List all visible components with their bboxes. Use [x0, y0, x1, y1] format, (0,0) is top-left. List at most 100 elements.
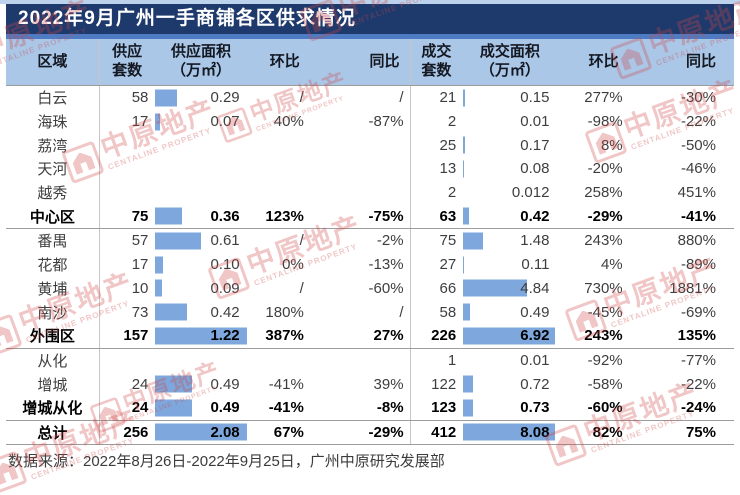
row-label: 番禺	[37, 233, 68, 251]
table-cell: 2.08	[154, 420, 248, 446]
table-row: 荔湾 25 0.17 8% -50%	[6, 133, 734, 158]
table-cell: 58	[98, 85, 155, 110]
table-cell: 157	[98, 323, 155, 349]
table-cell: 13	[409, 157, 463, 181]
table-cell: /	[299, 279, 304, 297]
table-cell: 0.72	[462, 372, 557, 396]
table-cell: 0.01	[462, 348, 557, 372]
table-cell: -41%	[247, 395, 310, 421]
table-cell: 1.22	[154, 323, 248, 349]
table-cell: 387%	[247, 323, 310, 349]
table-cell: -87%	[368, 113, 404, 131]
transaction-area-bar	[463, 160, 465, 178]
table-cell: 2	[409, 109, 463, 134]
table-cell: -24%	[628, 395, 734, 421]
supply-area-bar	[155, 113, 161, 131]
table-cell: 1881%	[669, 279, 716, 297]
table-cell	[98, 180, 155, 205]
table-cell	[310, 348, 410, 372]
supply-demand-table: 区域 供应 套数 供应面积 （万㎡） 环比 同比 成交 套数 成交面积 （万㎡） 环比 同比 白…	[6, 39, 734, 446]
table-cell: 243%	[557, 323, 629, 349]
table-cell: 63	[409, 204, 463, 230]
supply-area-bar	[155, 423, 248, 441]
table-cell: 0.17	[462, 133, 557, 157]
table-cell	[310, 181, 410, 205]
column-header: 供应面积 （万㎡）	[154, 39, 248, 86]
table-cell: -45%	[587, 303, 623, 321]
table-cell: -29%	[557, 204, 629, 230]
table-cell: -58%	[587, 375, 623, 393]
area-value: 0.73	[520, 399, 550, 417]
table-cell: -41%	[268, 375, 304, 393]
table-cell: 135%	[628, 323, 734, 349]
table-cell: 10	[98, 276, 155, 301]
table-cell: -41%	[628, 204, 734, 230]
table-cell: 67%	[247, 420, 310, 446]
table-cell: 58	[409, 300, 463, 324]
table-cell: 75	[409, 228, 463, 253]
table-cell	[154, 348, 247, 372]
table-cell: 122	[409, 372, 463, 396]
table-row: 黄埔 10 0.09 / -60% 66 4.84 730% 1881%	[6, 276, 734, 301]
supply-area-bar	[155, 399, 193, 417]
table-cell: -60%	[557, 395, 629, 421]
table-cell: -29%	[309, 420, 411, 446]
table-cell: /	[299, 232, 304, 250]
table-body: 白云 58 0.29//21 0.15 277% -30% 海珠 17 0.07 40% -87% 2…	[6, 85, 734, 446]
table-cell: -8%	[309, 395, 411, 421]
area-value: 0.42	[210, 303, 240, 321]
table-cell	[310, 157, 410, 181]
table-cell: 451%	[677, 184, 716, 202]
area-value: 0.01	[520, 113, 550, 131]
table-cell: 880%	[677, 232, 716, 250]
table-cell: -98%	[587, 113, 623, 131]
row-label: 中心区	[6, 204, 100, 230]
table-cell: 0.11	[462, 253, 557, 277]
column-header: 同比	[628, 39, 734, 86]
column-header: 成交面积 （万㎡）	[462, 39, 558, 86]
table-cell: 17	[98, 109, 155, 134]
table-cell: 1.48	[462, 229, 557, 253]
column-header: 环比	[247, 39, 310, 86]
table-cell: 0.49	[154, 395, 248, 421]
table-cell	[154, 181, 247, 205]
area-value: 0.012	[511, 184, 550, 202]
table-cell: 256	[98, 420, 155, 446]
area-value: 0.36	[210, 207, 240, 225]
accent-strip	[6, 34, 734, 39]
area-value: 2.08	[210, 423, 240, 441]
table-cell	[310, 133, 410, 157]
table-cell: 0.01	[462, 110, 557, 134]
table-cell: 0.15	[462, 86, 557, 110]
area-value: 0.15	[520, 89, 550, 107]
area-value: 8.08	[520, 423, 550, 441]
table-cell: 4%	[600, 256, 623, 274]
table-cell: 75	[98, 204, 155, 230]
area-value: 0.42	[520, 207, 550, 225]
area-value: 0.01	[520, 351, 550, 369]
source-note: 数据来源：2022年8月26日-2022年9月25日，广州中原研究发展部	[8, 453, 445, 471]
supply-area-bar	[155, 375, 193, 393]
table-cell: 82%	[557, 420, 629, 446]
area-value: 4.84	[520, 279, 550, 297]
table-cell: -22%	[680, 375, 716, 393]
table-cell: 27	[409, 252, 463, 277]
transaction-area-bar	[463, 375, 474, 393]
table-cell: -50%	[680, 136, 716, 154]
transaction-area-bar	[463, 399, 474, 417]
table-row: 海珠 17 0.07 40% -87% 2 0.01 -98% -22%	[6, 109, 734, 134]
table-row: 从化 1 0.01 -92% -77%	[6, 348, 734, 373]
table-cell	[154, 157, 247, 181]
table-cell: /	[299, 89, 304, 107]
supply-area-bar	[155, 279, 163, 297]
table-cell: 25	[409, 133, 463, 158]
table-row: 番禺 57 0.61 / -2% 75 1.48 243% 880%	[6, 228, 734, 253]
table-cell: -92%	[587, 351, 623, 369]
page-title: 2022年9月广州一手商铺各区供求情况	[6, 4, 734, 34]
table-row: 外围区 157 1.22 387% 27% 226 6.92 243% 135%	[6, 323, 734, 349]
transaction-area-bar	[463, 207, 470, 225]
table-cell: 243%	[584, 232, 623, 250]
table-cell	[154, 133, 247, 157]
column-header: 环比	[557, 39, 629, 86]
table-cell: 123%	[247, 204, 310, 230]
